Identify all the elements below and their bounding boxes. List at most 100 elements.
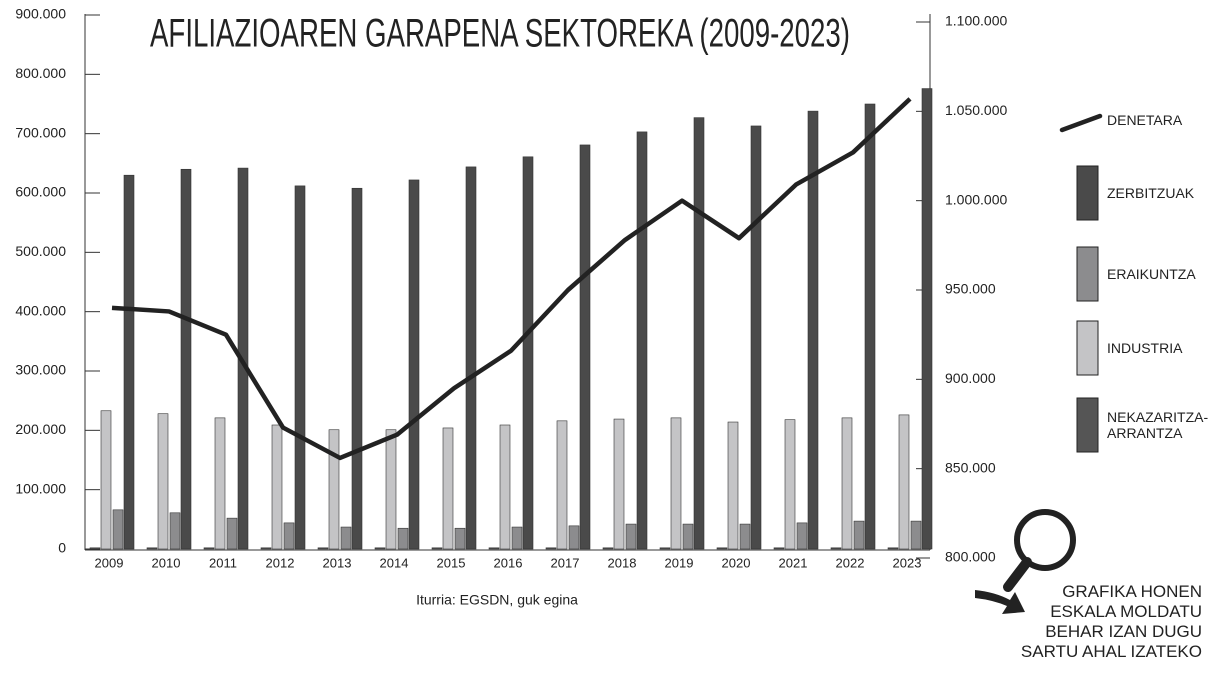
y-tick-label: 0 bbox=[58, 540, 66, 556]
bar bbox=[830, 547, 842, 550]
bar bbox=[340, 526, 352, 550]
bar bbox=[887, 547, 899, 550]
bar bbox=[157, 413, 169, 550]
magnifier-icon bbox=[975, 509, 1076, 614]
legend-label: DENETARA bbox=[1107, 112, 1183, 128]
bar bbox=[556, 420, 568, 550]
y2-tick-label: 950.000 bbox=[945, 281, 996, 297]
legend-swatch bbox=[1076, 165, 1099, 221]
y-tick-label: 100.000 bbox=[15, 480, 66, 496]
bar bbox=[545, 547, 557, 550]
y2-tick-label: 1.050.000 bbox=[945, 102, 1007, 118]
legend-swatch bbox=[1076, 320, 1099, 376]
bar bbox=[146, 547, 158, 550]
x-tick-label: 2022 bbox=[836, 555, 865, 570]
bar bbox=[636, 131, 648, 550]
bar bbox=[568, 525, 580, 550]
legend-label: NEKAZARITZA-ARRANTZA bbox=[1107, 409, 1209, 441]
y-tick-label: 700.000 bbox=[15, 124, 66, 140]
y2-tick-label: 800.000 bbox=[945, 549, 996, 565]
y-tick-label: 900.000 bbox=[15, 6, 66, 22]
bar bbox=[226, 517, 238, 550]
bar bbox=[784, 419, 796, 550]
bar bbox=[864, 103, 876, 550]
legend-label: INDUSTRIA bbox=[1107, 340, 1183, 356]
bar bbox=[283, 522, 295, 550]
bar bbox=[841, 417, 853, 550]
x-tick-label: 2023 bbox=[893, 555, 922, 570]
y-tick-label: 800.000 bbox=[15, 65, 66, 81]
bar bbox=[351, 187, 363, 550]
x-tick-label: 2019 bbox=[665, 555, 694, 570]
line bbox=[111, 97, 912, 461]
legend-label: ZERBITZUAK bbox=[1107, 185, 1195, 201]
y-tick-label: 400.000 bbox=[15, 302, 66, 318]
y2-tick-label: 900.000 bbox=[945, 370, 996, 386]
y-tick-label: 200.000 bbox=[15, 421, 66, 437]
x-tick-label: 2013 bbox=[323, 555, 352, 570]
bar bbox=[408, 179, 420, 550]
annotation: GRAFIKA HONEN ESKALA MOLDATU BEHAR IZAN DU… bbox=[1021, 582, 1202, 662]
bar bbox=[579, 144, 591, 550]
y-tick-label: 600.000 bbox=[15, 184, 66, 200]
y-tick-label: 500.000 bbox=[15, 243, 66, 259]
bar bbox=[488, 547, 500, 550]
annotation-line: ESKALA MOLDATU bbox=[1050, 602, 1202, 621]
bar bbox=[203, 547, 215, 550]
x-tick-label: 2015 bbox=[437, 555, 466, 570]
x-tick-label: 2020 bbox=[722, 555, 751, 570]
bar bbox=[898, 414, 910, 550]
bar bbox=[271, 424, 283, 550]
bar bbox=[807, 110, 819, 550]
bar bbox=[773, 547, 785, 550]
legend-swatch bbox=[1076, 397, 1099, 453]
y-tick-label: 300.000 bbox=[15, 362, 66, 378]
bar bbox=[397, 527, 409, 550]
bar bbox=[431, 547, 443, 550]
bar bbox=[625, 523, 637, 550]
bar bbox=[294, 185, 306, 550]
bar bbox=[670, 417, 682, 550]
bar bbox=[613, 418, 625, 550]
x-tick-label: 2009 bbox=[95, 555, 124, 570]
legend-line bbox=[1059, 113, 1103, 133]
bar bbox=[317, 547, 329, 550]
bar bbox=[112, 509, 124, 550]
bar bbox=[214, 417, 226, 550]
legend-label: ERAIKUNTZA bbox=[1107, 266, 1196, 282]
bar bbox=[921, 88, 933, 550]
bar bbox=[853, 520, 865, 550]
y2-tick-label: 850.000 bbox=[945, 459, 996, 475]
bar bbox=[499, 424, 511, 550]
legend-swatch bbox=[1076, 246, 1099, 302]
bar bbox=[602, 547, 614, 550]
bar bbox=[442, 427, 454, 550]
bar bbox=[100, 410, 112, 550]
bar bbox=[659, 547, 671, 550]
bar bbox=[260, 547, 272, 550]
x-tick-label: 2014 bbox=[380, 555, 409, 570]
bar bbox=[374, 547, 386, 550]
bar bbox=[910, 520, 922, 550]
bar bbox=[328, 429, 340, 550]
bar bbox=[796, 522, 808, 550]
bar bbox=[465, 166, 477, 550]
source: Iturria: EGSDN, guk egina bbox=[416, 592, 578, 608]
bar bbox=[682, 523, 694, 550]
x-tick-label: 2018 bbox=[608, 555, 637, 570]
chart-title: AFILIAZIOAREN GARAPENA SEKTOREKA (2009-2… bbox=[150, 12, 850, 56]
annotation-line: SARTU AHAL IZATEKO bbox=[1020, 642, 1202, 661]
bar bbox=[727, 421, 739, 550]
annotation-line: BEHAR IZAN DUGU bbox=[1045, 622, 1202, 641]
annotation-line: GRAFIKA HONEN bbox=[1062, 582, 1202, 601]
x-tick-label: 2016 bbox=[494, 555, 523, 570]
y2-tick-label: 1.100.000 bbox=[945, 13, 1007, 29]
bar bbox=[454, 527, 466, 550]
bar bbox=[180, 168, 192, 550]
bar bbox=[693, 117, 705, 550]
bar bbox=[123, 174, 135, 550]
bar bbox=[716, 547, 728, 550]
bar bbox=[385, 429, 397, 550]
